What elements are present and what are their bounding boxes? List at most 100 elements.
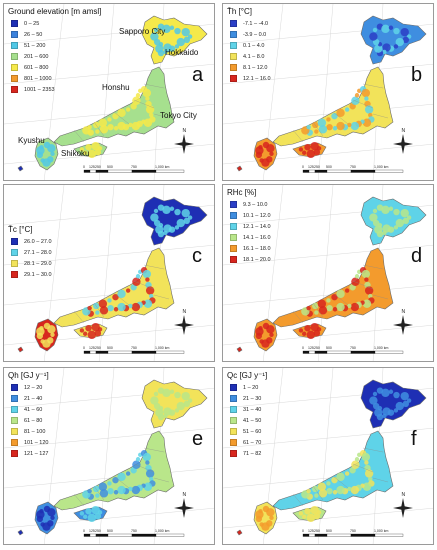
legend-entry: 801 – 1000 <box>8 73 101 84</box>
raster-patch <box>354 457 360 462</box>
raster-patch <box>255 510 264 519</box>
legend-label: 21 – 40 <box>24 395 43 402</box>
legend-entry: 29.1 – 30.0 <box>8 269 52 280</box>
scale-label: 750 <box>131 165 137 169</box>
legend-swatch <box>230 223 237 230</box>
legend-entry: 61 – 80 <box>8 415 49 426</box>
raster-patch <box>125 107 131 112</box>
raster-patch <box>306 488 311 494</box>
raster-patch <box>336 289 345 299</box>
legend-swatch <box>230 42 237 49</box>
raster-patch <box>117 121 126 131</box>
raster-patch <box>382 43 391 52</box>
raster-patch <box>181 391 190 401</box>
scale-label: 0 <box>83 529 85 533</box>
raster-patch <box>145 105 155 114</box>
island-hokkaido <box>360 15 427 65</box>
legend-title-f: Qc [GJ y⁻¹] <box>227 371 268 380</box>
map-panel-b: N 0 125 250 500 750 1,000 km T̄h [°C] -7.1 – -… <box>222 3 434 181</box>
legend-a: Ground elevation [m amsl] 0 – 25 26 – 50 5… <box>8 7 101 95</box>
raster-patch <box>145 96 150 101</box>
legend-swatch <box>230 234 237 241</box>
legend-label: 41 – 60 <box>24 406 43 413</box>
raster-patch <box>169 206 175 211</box>
raster-patch <box>310 505 319 515</box>
raster-patch <box>131 485 141 495</box>
raster-patch <box>393 391 400 399</box>
raster-patch <box>128 486 133 492</box>
scale-label: 0 <box>302 529 304 533</box>
legend-label: 26.0 – 27.0 <box>24 238 52 245</box>
raster-patch <box>382 230 387 236</box>
legend-entry: 26.0 – 27.0 <box>8 236 52 247</box>
legend-swatch <box>230 417 237 424</box>
raster-patch <box>298 328 304 333</box>
japan-map-a: N 0 125 250 500 750 1,000 km <box>4 4 214 180</box>
legend-entry: 121 – 127 <box>8 448 49 459</box>
raster-patch <box>369 213 378 222</box>
legend-entry: 81 – 100 <box>8 426 49 437</box>
raster-patch <box>393 27 400 35</box>
raster-patch <box>95 310 100 315</box>
legend-label: 9.3 – 10.0 <box>243 201 268 208</box>
raster-patch <box>381 205 390 215</box>
compass-north-label: N <box>402 128 406 134</box>
legend-swatch <box>230 53 237 60</box>
compass-rose-icon: N <box>393 128 413 154</box>
raster-patch <box>143 299 153 308</box>
raster-patch <box>318 306 328 315</box>
scale-label: 125 <box>89 346 95 350</box>
raster-patch <box>354 93 360 98</box>
raster-patch <box>181 27 190 37</box>
raster-patch <box>87 305 92 311</box>
raster-patch <box>107 487 114 495</box>
raster-patch <box>269 332 274 337</box>
raster-patch <box>317 118 327 127</box>
legend-entry: 14.1 – 16.0 <box>227 232 271 243</box>
map-panel-e: N 0 125 250 500 750 1,000 km Qh [GJ y⁻¹] 12 – … <box>3 367 215 545</box>
raster-patch <box>302 514 307 519</box>
legend-label: 101 – 120 <box>24 439 49 446</box>
legend-entry: 12.1 – 16.0 <box>227 73 271 84</box>
raster-patch <box>163 407 172 416</box>
legend-label: 4.1 – 8.0 <box>243 53 265 60</box>
scale-label: 0 <box>302 346 304 350</box>
legend-swatch <box>11 249 18 256</box>
scale-bar: 0 125 250 500 750 1,000 km <box>302 529 404 537</box>
legend-label: 41 – 50 <box>243 417 262 424</box>
raster-patch <box>336 108 345 118</box>
raster-patch <box>382 407 391 416</box>
compass-rose-icon: N <box>393 492 413 518</box>
legend-label: 51 – 200 <box>24 42 46 49</box>
raster-patch <box>306 305 311 311</box>
panel-letter-b: b <box>411 64 423 86</box>
island-honshu <box>272 66 394 147</box>
raster-patch <box>40 522 45 527</box>
raster-patch <box>94 513 102 520</box>
raster-patch <box>107 481 112 486</box>
legend-entry: 51 – 60 <box>227 426 267 437</box>
scale-bar: 0 125 250 500 750 1,000 km <box>302 346 404 354</box>
scale-label: 0 <box>302 165 304 169</box>
raster-patch <box>83 331 88 336</box>
legend-label: 71 – 82 <box>243 450 262 457</box>
raster-patch <box>304 144 311 151</box>
raster-patch <box>351 277 360 286</box>
raster-patch <box>314 493 319 498</box>
raster-patch <box>183 400 191 408</box>
legend-swatch <box>11 271 18 278</box>
legend-swatch <box>11 31 18 38</box>
scale-bar: 0 125 250 500 750 1,000 km <box>83 165 185 173</box>
legend-entry: 201 – 600 <box>8 51 101 62</box>
legend-swatch <box>230 450 237 457</box>
legend-label: 29.1 – 30.0 <box>24 271 52 278</box>
raster-patch <box>142 269 152 279</box>
scale-label: 750 <box>131 346 137 350</box>
raster-patch <box>142 88 152 98</box>
panel-letter-a: a <box>192 64 204 86</box>
raster-patch <box>174 408 180 413</box>
raster-patch <box>155 44 164 53</box>
raster-patch <box>361 88 371 98</box>
legend-entry: 0.1 – 4.0 <box>227 40 271 51</box>
raster-patch <box>400 391 409 401</box>
